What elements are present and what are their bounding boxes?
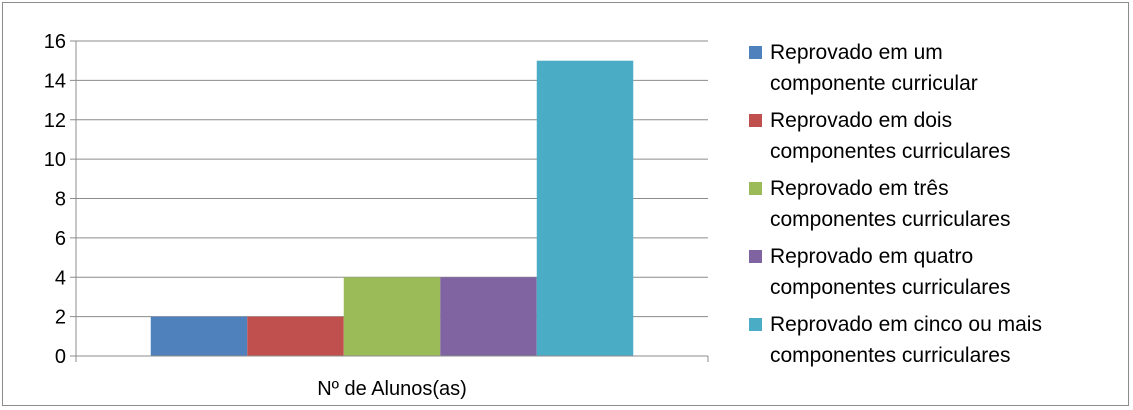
legend-swatch [749,318,762,331]
y-axis-ticks: 0 2 4 6 8 10 12 14 16 [44,31,76,368]
y-tick-label: 2 [55,307,66,329]
gridlines [76,40,708,318]
axes [75,41,709,362]
y-tick-label: 10 [44,149,66,171]
bar-series-5 [536,60,634,356]
legend-label: Reprovado em dois [770,109,952,132]
bar-series-1 [150,316,248,356]
legend-label: Reprovado em cinco ou mais [770,313,1042,336]
y-tick-label: 16 [44,31,66,53]
bar-chart: 0 2 4 6 8 10 12 14 16 Nº de Alunos(as) Reprovado… [44,31,1042,400]
legend-label: componentes curriculares [770,208,1010,231]
y-tick-label: 12 [44,110,66,132]
legend-label: componentes curriculares [770,140,1010,163]
bar-series-4 [440,277,537,356]
legend-swatch [749,182,762,195]
legend: Reprovado em um componente curricular Repr… [749,41,1042,367]
y-tick-label: 0 [55,346,66,368]
x-axis-categories: Nº de Alunos(as) [317,378,467,400]
legend-swatch [749,250,762,263]
bars [150,60,634,356]
legend-label: componente curricular [770,72,978,95]
y-tick-label: 6 [55,228,66,250]
legend-swatch [749,46,762,59]
bar-series-2 [247,316,344,356]
y-tick-label: 14 [44,70,66,92]
legend-label: Reprovado em quatro [770,245,973,268]
legend-label: Reprovado em três [770,177,949,200]
bar-series-3 [343,277,441,356]
y-tick-label: 4 [55,267,66,289]
legend-label: componentes curriculares [770,344,1010,367]
legend-swatch [749,114,762,127]
y-tick-label: 8 [55,189,66,211]
legend-label: Reprovado em um [770,41,943,64]
legend-label: componentes curriculares [770,276,1010,299]
x-category-label: Nº de Alunos(as) [317,378,467,400]
